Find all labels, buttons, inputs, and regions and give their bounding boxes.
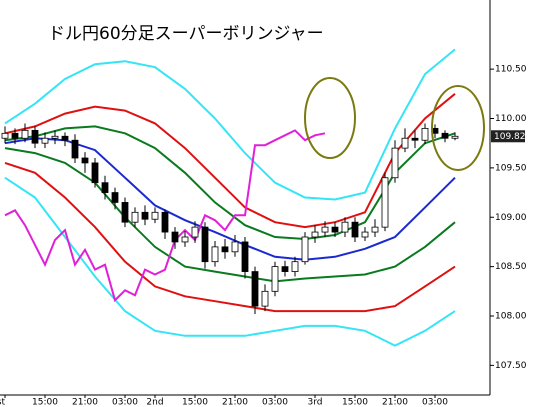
x-tick-label: 03:00 xyxy=(422,398,448,407)
candle-body xyxy=(41,137,49,144)
x-tick-label: 03:00 xyxy=(262,398,288,407)
candle-body xyxy=(211,246,219,263)
candle-body xyxy=(451,135,459,139)
candle-body xyxy=(91,162,99,184)
candle-body xyxy=(171,231,179,243)
highlight-ellipse xyxy=(431,85,485,171)
candle-body xyxy=(271,266,279,292)
candle-body xyxy=(71,139,79,159)
candle-body xyxy=(381,177,389,228)
y-tick-label: 108.50 xyxy=(495,262,527,272)
candle-body xyxy=(61,135,69,141)
x-tick-label: 21:00 xyxy=(382,398,408,407)
band-line xyxy=(4,129,326,303)
candle-body xyxy=(441,132,449,139)
candle-body xyxy=(11,132,19,139)
candle-body xyxy=(221,246,229,253)
chart-title: ドル円60分足スーパーボリンジャー xyxy=(48,24,324,44)
candle-body xyxy=(101,182,109,193)
last-price-label: 109.82 xyxy=(494,132,526,142)
highlight-ellipse xyxy=(304,77,356,159)
candle-body xyxy=(141,211,149,220)
candle-body xyxy=(291,261,299,272)
candle-body xyxy=(241,241,249,272)
x-tick-label: 2nd xyxy=(146,398,163,407)
candle-body xyxy=(361,231,369,238)
x-tick-label: 03:00 xyxy=(112,398,138,407)
band-line xyxy=(4,161,456,313)
candle-body xyxy=(311,231,319,238)
candle-body xyxy=(421,127,429,141)
candle-body xyxy=(321,226,329,233)
candle-body xyxy=(331,226,339,233)
candle-body xyxy=(1,132,9,139)
candle-body xyxy=(411,137,419,141)
band-line xyxy=(4,48,456,201)
y-tick-label: 109.00 xyxy=(495,213,527,223)
candle-body xyxy=(51,135,59,139)
candle-body xyxy=(151,211,159,220)
candle-body xyxy=(81,157,89,164)
candle-body xyxy=(31,129,39,144)
x-tick-label: 15:00 xyxy=(182,398,208,407)
candle-body xyxy=(301,236,309,263)
band-line xyxy=(4,147,456,283)
candle-body xyxy=(391,147,399,179)
candle-body xyxy=(341,221,349,233)
last-price-tag xyxy=(491,130,525,143)
candle-body xyxy=(281,266,289,272)
y-tick-label: 110.00 xyxy=(495,114,527,124)
candle-body xyxy=(181,236,189,243)
x-tick-label: st xyxy=(0,398,5,407)
x-tick-label: 21:00 xyxy=(72,398,98,407)
candle-body xyxy=(201,226,209,263)
y-tick-label: 110.50 xyxy=(495,65,527,75)
band-line xyxy=(4,93,456,229)
y-tick-label: 107.50 xyxy=(495,361,527,371)
band-line xyxy=(4,125,456,241)
candle-body xyxy=(21,129,29,139)
candle-body xyxy=(131,211,139,223)
y-tick-label: 108.00 xyxy=(495,312,527,322)
candle-body xyxy=(401,137,409,149)
x-tick-label: 15:00 xyxy=(32,398,58,407)
candle-body xyxy=(121,202,129,223)
x-tick-label: 21:00 xyxy=(222,398,248,407)
candle-body xyxy=(261,290,269,307)
x-tick-label: 3rd xyxy=(308,398,323,407)
plot-area xyxy=(1,48,459,347)
candle-body xyxy=(161,211,169,233)
band-line xyxy=(4,137,456,261)
candle-body xyxy=(191,226,199,238)
candle-body xyxy=(231,241,239,253)
candle-body xyxy=(351,221,359,238)
y-tick-label: 109.50 xyxy=(495,163,527,173)
candle-body xyxy=(371,226,379,233)
candle-body xyxy=(251,271,259,307)
x-tick-label: 15:00 xyxy=(342,398,368,407)
candle-body xyxy=(111,192,119,203)
